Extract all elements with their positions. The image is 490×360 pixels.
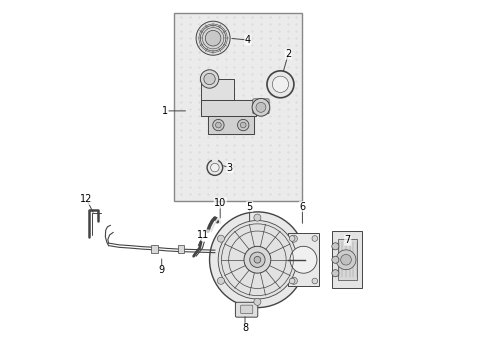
FancyBboxPatch shape [253, 99, 269, 107]
Circle shape [254, 298, 261, 305]
Bar [151, 245, 158, 253]
Circle shape [207, 160, 222, 175]
Text: 9: 9 [159, 265, 165, 275]
Circle shape [332, 243, 339, 250]
Text: 3: 3 [227, 163, 233, 172]
Bar [174, 13, 302, 201]
Circle shape [256, 102, 266, 112]
Circle shape [218, 221, 296, 299]
Circle shape [241, 122, 246, 128]
Circle shape [267, 71, 294, 98]
Bar [178, 245, 184, 253]
Circle shape [204, 73, 215, 85]
FancyBboxPatch shape [253, 106, 269, 114]
Circle shape [272, 76, 289, 93]
Polygon shape [208, 116, 254, 134]
Circle shape [332, 270, 339, 277]
Text: 12: 12 [80, 194, 93, 204]
Circle shape [291, 277, 297, 284]
Circle shape [290, 246, 317, 273]
Circle shape [218, 235, 224, 242]
Circle shape [254, 256, 261, 263]
Circle shape [289, 278, 295, 284]
Polygon shape [201, 100, 256, 116]
Circle shape [213, 120, 224, 131]
Circle shape [218, 277, 224, 284]
FancyBboxPatch shape [288, 233, 319, 286]
Circle shape [200, 26, 226, 51]
Circle shape [312, 278, 318, 284]
FancyBboxPatch shape [235, 302, 258, 317]
FancyBboxPatch shape [338, 239, 357, 280]
Circle shape [254, 214, 261, 221]
Text: 1: 1 [162, 106, 168, 116]
Circle shape [244, 246, 271, 273]
Circle shape [250, 252, 265, 267]
Circle shape [238, 120, 249, 131]
FancyBboxPatch shape [332, 231, 362, 288]
Circle shape [252, 99, 270, 116]
Circle shape [216, 122, 221, 128]
Text: 6: 6 [299, 202, 305, 212]
Circle shape [210, 212, 305, 307]
Text: 8: 8 [242, 323, 248, 333]
Circle shape [332, 256, 339, 263]
Text: 5: 5 [246, 202, 253, 212]
Text: 7: 7 [344, 235, 351, 245]
Circle shape [200, 70, 219, 88]
Circle shape [312, 236, 318, 241]
Circle shape [291, 235, 297, 242]
Circle shape [336, 250, 356, 270]
FancyBboxPatch shape [241, 305, 253, 314]
Circle shape [289, 236, 295, 241]
Text: 10: 10 [214, 198, 226, 208]
Circle shape [205, 31, 221, 46]
Circle shape [211, 163, 219, 172]
Text: 4: 4 [245, 35, 251, 45]
Circle shape [196, 21, 230, 55]
Text: 11: 11 [197, 230, 209, 240]
Circle shape [341, 255, 351, 265]
Text: 2: 2 [285, 49, 292, 59]
Polygon shape [201, 79, 234, 100]
